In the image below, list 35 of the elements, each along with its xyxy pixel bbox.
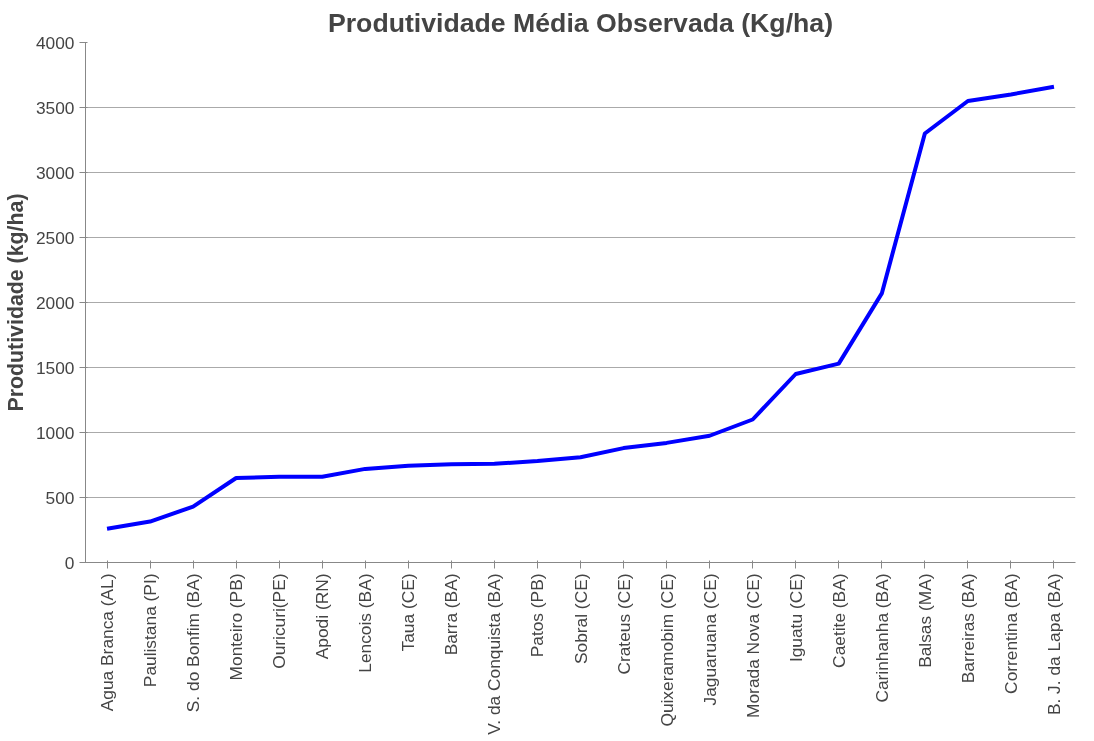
x-tick-label: Barra (BA) [441, 573, 462, 656]
x-tick-label: Sobral (CE) [570, 573, 591, 665]
x-tick-label: Patos (PB) [527, 573, 548, 658]
x-tick-label: Agua Branca (AL) [97, 573, 118, 712]
chart-title: Produtividade Média Observada (Kg/ha) [327, 7, 834, 38]
x-tick-label: Lencois (BA) [355, 573, 376, 673]
y-tick-label: 3000 [35, 162, 75, 183]
y-tick-label: 3500 [35, 97, 75, 118]
line-series [105, 84, 1056, 531]
x-tick-label: Ouricuri(PE) [269, 573, 290, 669]
y-tick-label: 1000 [35, 422, 75, 443]
x-tick-label: Taua (CE) [398, 573, 419, 652]
x-tick-label: Paulistana (PI) [140, 573, 161, 688]
x-tick-label: Jaguaruana (CE) [699, 573, 720, 706]
x-tick-label: Iguatu (CE) [785, 573, 806, 663]
x-tick-label: Crateus (CE) [613, 573, 634, 675]
x-tick-label: Quixeramobim (CE) [656, 573, 677, 727]
x-tick-label: V. da Conquista (BA) [484, 573, 505, 735]
y-tick-label: 0 [64, 552, 75, 573]
x-tick-label: Carinhanha (BA) [871, 573, 892, 703]
x-tick-label: Caetite (BA) [828, 573, 849, 668]
y-tick-label: 2500 [35, 227, 75, 248]
y-axis-title: Produtividade (kg/ha) [3, 193, 28, 412]
x-tick-label: B. J. da Lapa (BA) [1043, 573, 1064, 716]
x-tick-label: Barreiras (BA) [957, 573, 978, 684]
x-tick-label: Apodi (RN) [312, 573, 333, 660]
x-tick-label: Morada Nova (CE) [742, 573, 763, 718]
x-tick-label: S. do Bonfim (BA) [183, 573, 204, 713]
y-tick-label: 2000 [35, 292, 75, 313]
x-tick-label: Monteiro (PB) [226, 573, 247, 681]
y-tick-label: 4000 [35, 32, 75, 53]
y-tick-label: 1500 [35, 357, 75, 378]
y-tick-label: 500 [45, 487, 75, 508]
x-tick-label: Correntina (BA) [1000, 573, 1021, 694]
x-tick-label: Balsas (MA) [914, 573, 935, 668]
